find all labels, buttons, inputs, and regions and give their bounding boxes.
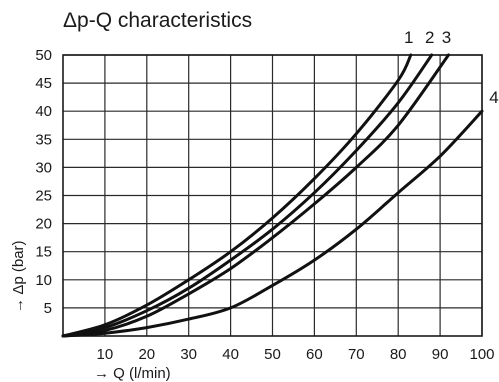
curve-1 bbox=[61, 53, 413, 338]
y-tick-label: 5 bbox=[44, 300, 52, 317]
curve-4 bbox=[61, 109, 484, 338]
y-tick-labels: 5 10 15 20 25 30 35 40 45 50 bbox=[35, 47, 52, 317]
grid bbox=[62, 54, 483, 337]
y-tick-label: 50 bbox=[35, 47, 52, 64]
curve-label-3: 3 bbox=[442, 28, 451, 47]
curves bbox=[61, 53, 484, 338]
plot-frame bbox=[62, 54, 483, 337]
y-tick-label: 45 bbox=[35, 75, 52, 92]
curve-label-4: 4 bbox=[489, 88, 498, 107]
x-tick-label: 10 bbox=[97, 346, 114, 363]
curve-2 bbox=[61, 53, 434, 338]
x-tick-label: 60 bbox=[306, 346, 323, 363]
x-tick-label: 90 bbox=[432, 346, 449, 363]
x-tick-label: 20 bbox=[138, 346, 155, 363]
chart-title: Δp-Q characteristics bbox=[63, 9, 252, 32]
x-tick-label: 100 bbox=[469, 346, 494, 363]
y-tick-label: 20 bbox=[35, 216, 52, 233]
y-tick-label: 30 bbox=[35, 159, 52, 176]
curve-label-1: 1 bbox=[404, 28, 413, 47]
x-tick-label: 40 bbox=[222, 346, 239, 363]
x-tick-label: 70 bbox=[348, 346, 365, 363]
y-tick-label: 35 bbox=[35, 131, 52, 148]
y-tick-label: 15 bbox=[35, 244, 52, 261]
curve-label-2: 2 bbox=[425, 28, 434, 47]
y-tick-label: 10 bbox=[35, 272, 52, 289]
y-tick-label: 40 bbox=[35, 103, 52, 120]
x-tick-label: 30 bbox=[180, 346, 197, 363]
curve-3 bbox=[61, 53, 450, 338]
x-tick-labels: 10 20 30 40 50 60 70 80 90 100 bbox=[97, 346, 495, 363]
x-tick-label: 80 bbox=[390, 346, 407, 363]
y-axis-label: → Δp (bar) bbox=[10, 240, 27, 313]
curve-labels: 1 2 3 4 bbox=[404, 28, 499, 107]
x-axis-label: → Q (l/min) bbox=[94, 365, 171, 382]
y-tick-label: 25 bbox=[35, 188, 52, 205]
x-tick-label: 50 bbox=[264, 346, 281, 363]
